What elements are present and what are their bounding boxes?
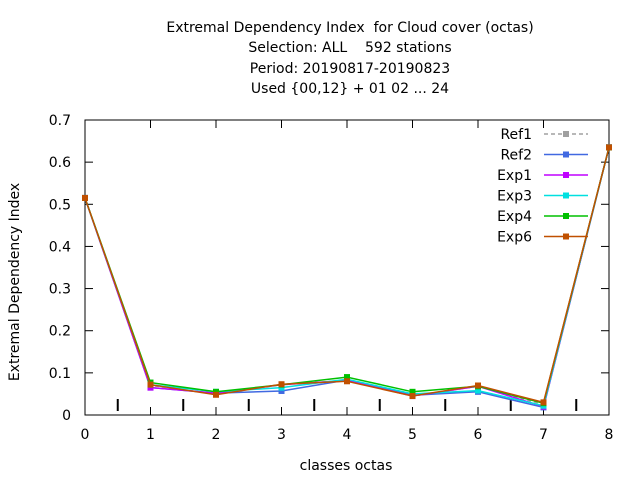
series-line-ref2 (84, 147, 610, 409)
legend-swatch-marker-ref1 (563, 131, 569, 137)
series-line-exp1 (84, 147, 610, 408)
y-tick-label: 0.4 (49, 239, 71, 255)
chart-title-line-3: Period: 20190817-20190823 (249, 61, 451, 77)
x-tick-label: 6 (474, 427, 483, 443)
y-tick-label: 0.2 (49, 324, 71, 340)
data-point-exp6 (82, 194, 88, 201)
legend-label-exp1: Exp1 (497, 168, 532, 184)
data-point-exp6 (344, 378, 350, 385)
series-line-exp3 (84, 147, 610, 407)
legend-label-exp3: Exp3 (497, 189, 532, 205)
series-line-exp6 (84, 147, 610, 404)
legend-label-exp4: Exp4 (497, 209, 532, 225)
data-point-exp6 (147, 381, 154, 388)
data-point-exp6 (213, 391, 219, 398)
chart-title-line-1: Extremal Dependency Index for Cloud cove… (166, 20, 534, 36)
y-tick-label: 0.5 (49, 197, 71, 213)
legend-swatch-marker-exp3 (563, 192, 569, 199)
x-tick-label: 1 (146, 427, 155, 443)
x-tick-label: 0 (81, 427, 90, 443)
legend-swatch-marker-exp4 (563, 213, 569, 219)
y-tick-label: 0.7 (49, 113, 71, 129)
y-tick-label: 0.3 (49, 282, 71, 298)
x-tick-label: 8 (605, 427, 614, 443)
data-point-exp6 (606, 144, 612, 151)
data-point-exp4 (344, 374, 350, 381)
data-point-exp6 (278, 381, 285, 388)
chart-title-line-2: Selection: ALL 592 stations (248, 40, 452, 56)
x-tick-label: 2 (212, 427, 221, 443)
series-line-exp4 (84, 147, 610, 405)
x-tick-label: 7 (539, 427, 548, 443)
data-point-exp6 (540, 399, 547, 406)
y-tick-label: 0.6 (49, 155, 71, 171)
y-axis-label: Extremal Dependency Index (7, 183, 23, 381)
legend-label-ref2: Ref2 (500, 148, 532, 164)
x-tick-label: 4 (343, 427, 352, 443)
legend-label-ref1: Ref1 (500, 127, 532, 143)
legend-swatch-marker-exp6 (563, 233, 569, 240)
legend-label-exp6: Exp6 (497, 230, 532, 246)
plot-layer: 0 0.1 0.2 0.3 0.4 0.5 0.6 0.7 0 1 2 3 4 5 6 7 8 Ref1 Ref2 E… (49, 113, 614, 443)
y-tick-label: 0 (62, 408, 71, 424)
data-point-exp4 (409, 388, 416, 395)
x-tick-label: 5 (408, 427, 417, 443)
data-point-exp6 (475, 382, 481, 389)
data-point-exp6 (409, 393, 416, 400)
x-tick-label: 3 (277, 427, 286, 443)
series-line-ref1 (84, 147, 610, 406)
chart-title-line-4: Used {00,12} + 01 02 ... 24 (250, 81, 450, 97)
x-axis-label: classes octas (300, 458, 393, 474)
legend-swatch-marker-ref2 (563, 151, 569, 158)
data-point-exp3 (475, 387, 481, 394)
legend-swatch-marker-exp1 (563, 172, 569, 178)
y-tick-label: 0.1 (49, 366, 71, 382)
data-point-ref2 (278, 387, 285, 394)
plot-frame (84, 119, 610, 416)
